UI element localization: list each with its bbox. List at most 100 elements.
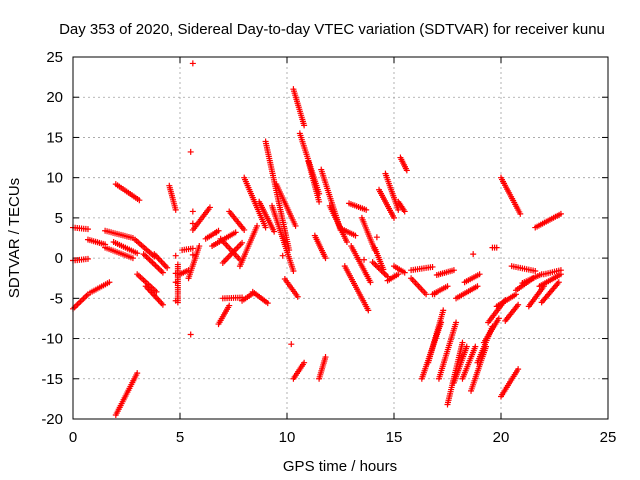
data-point: [84, 226, 91, 233]
data-point: [134, 250, 141, 257]
data-point: [172, 270, 179, 277]
data-point: [391, 214, 397, 221]
data-point: [555, 279, 562, 286]
data-point: [557, 271, 564, 278]
data-point: [444, 283, 451, 290]
data-point: [365, 307, 372, 314]
data-point: [361, 256, 368, 263]
data-point: [189, 60, 196, 67]
x-tick-label: 10: [279, 429, 296, 446]
data-point: [129, 255, 136, 262]
data-point: [189, 220, 196, 227]
data-point: [301, 122, 308, 129]
chart-title: Day 353 of 2020, Sidereal Day-to-day VTE…: [59, 21, 605, 38]
data-point: [423, 291, 430, 298]
data-point: [172, 297, 179, 304]
data-point: [367, 279, 374, 286]
data-point: [322, 354, 329, 361]
data-point: [401, 208, 408, 215]
data-point: [84, 255, 91, 262]
x-tick-label: 20: [493, 429, 510, 446]
x-axis-label: GPS time / hours: [283, 458, 397, 475]
data-point: [206, 204, 213, 211]
data-point: [159, 301, 166, 308]
data-point: [134, 370, 141, 377]
data-point: [196, 243, 203, 250]
data-point: [226, 302, 233, 309]
plot-frame: [72, 56, 609, 420]
data-point: [159, 269, 166, 276]
data-point: [172, 252, 179, 259]
data-point: [363, 206, 370, 213]
y-axis-label: SDTVAR / TECUs: [6, 178, 23, 298]
x-tick-label: 0: [69, 429, 77, 446]
data-point: [316, 198, 323, 205]
x-tick-label: 15: [386, 429, 403, 446]
data-point: [463, 343, 470, 350]
y-tick-label: -20: [41, 411, 63, 428]
data-point: [474, 283, 481, 290]
data-point: [279, 252, 286, 259]
data-point: [322, 255, 329, 262]
data-point: [493, 244, 500, 251]
data-point: [495, 315, 502, 322]
x-tick-label: 5: [176, 429, 184, 446]
data-point: [515, 366, 522, 373]
y-tick-label: 5: [55, 210, 63, 227]
y-tick-label: 15: [46, 129, 63, 146]
data-point: [459, 339, 466, 346]
data-point: [189, 208, 196, 215]
data-point: [136, 197, 143, 204]
data-point: [213, 229, 220, 236]
data-point: [431, 291, 438, 298]
y-tick-label: -15: [41, 371, 63, 388]
y-tick-label: 20: [46, 89, 63, 106]
data-point: [517, 210, 524, 217]
data-point: [453, 319, 460, 326]
data-point: [288, 341, 295, 348]
x-tick-label: 25: [600, 429, 617, 446]
data-point: [395, 271, 402, 278]
y-tick-label: 10: [46, 170, 63, 187]
data-point: [187, 331, 194, 338]
data-point: [557, 210, 564, 217]
data-point: [264, 300, 271, 307]
data-point: [395, 206, 402, 213]
data-point: [301, 359, 308, 366]
data-point: [290, 267, 297, 274]
data-point: [343, 239, 350, 246]
data-point: [380, 266, 387, 273]
x-tick-labels: 0 5 10 15 20 25: [69, 429, 617, 446]
data-point: [403, 167, 410, 174]
data-point: [476, 271, 483, 278]
data-marks: [70, 60, 564, 418]
data-point: [254, 222, 261, 229]
y-tick-label: -5: [50, 290, 63, 307]
data-point: [172, 279, 179, 286]
data-point: [239, 239, 246, 246]
data-point: [271, 228, 278, 235]
data-point: [429, 263, 436, 270]
data-point: [532, 267, 539, 274]
data-point: [232, 229, 239, 236]
data-point: [440, 307, 447, 314]
data-point: [172, 206, 179, 213]
data-point: [352, 232, 359, 239]
data-point: [241, 226, 248, 233]
data-point: [294, 293, 301, 300]
data-point: [262, 224, 269, 231]
data-point: [164, 264, 171, 271]
y-tick-label: -10: [41, 331, 63, 348]
data-point: [515, 301, 522, 308]
data-point: [189, 245, 196, 252]
data-point: [450, 267, 457, 274]
data-point: [373, 234, 380, 241]
y-tick-label: 0: [55, 250, 63, 267]
data-point: [292, 222, 299, 229]
data-point: [472, 343, 479, 350]
data-point: [401, 269, 408, 276]
y-tick-labels: -20 -15 -10 -5 0 5 10 15 20 25: [41, 49, 63, 428]
data-point: [189, 251, 196, 258]
